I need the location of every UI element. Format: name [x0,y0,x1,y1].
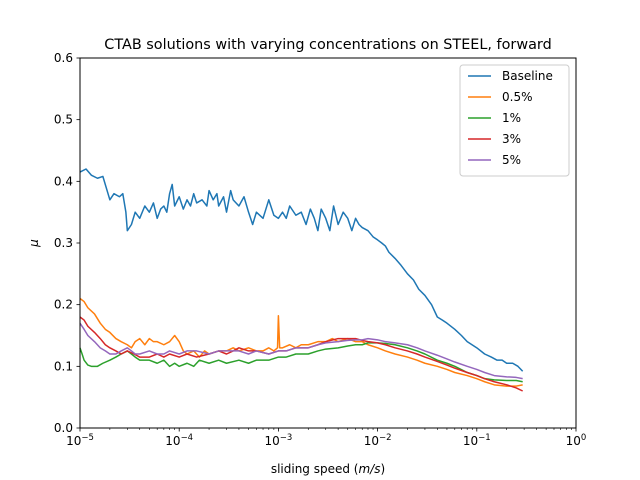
y-axis: 0.0 0.1 0.2 0.3 0.4 0.5 0.6 [54,51,80,435]
x-tick-label-0: 10−5 [66,433,94,448]
x-tick-label-5: 100 [566,433,587,448]
y-tick-label-4: 0.4 [54,174,73,188]
x-tick-label-3: 10−2 [364,433,392,448]
series-line-0 [79,168,524,372]
series-line-1 [79,297,523,387]
series-line-4 [79,322,523,380]
x-axis: 10−5 10−4 10−3 10−2 10−1 100 [66,428,586,448]
x-axis-label-unit: m/s [358,462,380,476]
x-tick-label-2: 10−3 [264,433,292,448]
y-tick-label-5: 0.5 [54,113,73,127]
x-tick-label-1: 10−4 [165,433,193,448]
legend-label-2: 1% [502,111,521,125]
y-tick-label-0: 0.0 [54,421,73,435]
legend-box [459,64,570,177]
legend-label-1: 0.5% [502,90,533,104]
x-axis-label-close: ) [380,462,385,476]
x-axis-label-main: sliding speed ( [271,462,359,476]
legend-label-4: 5% [502,153,521,167]
y-tick-label-6: 0.6 [54,51,73,65]
legend: Baseline 0.5% 1% 3% 5% [459,64,570,177]
x-tick-label-4: 10−1 [463,433,491,448]
chart-title: CTAB solutions with varying concentratio… [104,37,551,53]
y-axis-label: μ [27,239,41,248]
legend-label-3: 3% [502,132,521,146]
y-tick-label-1: 0.1 [54,359,73,373]
y-tick-label-2: 0.2 [54,298,73,312]
y-tick-label-3: 0.3 [54,236,73,250]
legend-label-0: Baseline [502,69,553,83]
plot-lines [79,168,524,392]
x-axis-label: sliding speed (m/s) [271,462,385,476]
